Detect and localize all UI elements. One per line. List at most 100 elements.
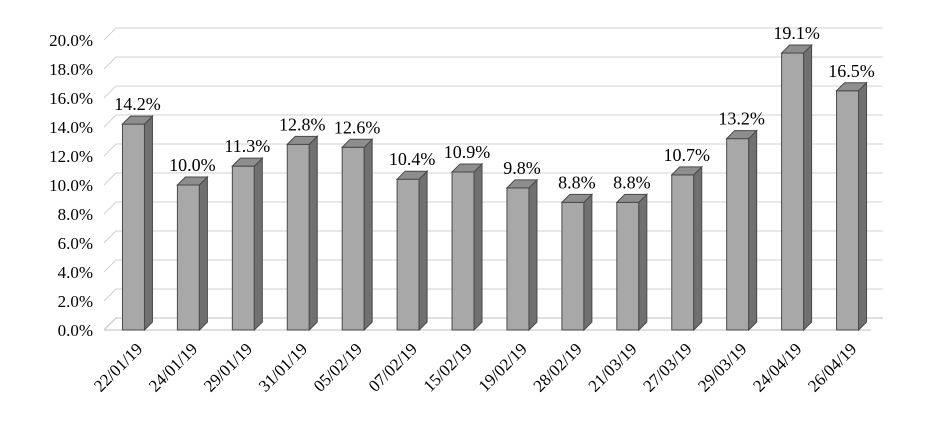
data-label: 11.3% — [224, 136, 270, 156]
grid-layer — [103, 27, 883, 331]
bar-front — [836, 90, 860, 331]
gridline — [103, 317, 883, 331]
x-axis-ticks: 22/01/1924/01/1929/01/1931/01/1905/02/19… — [90, 339, 860, 395]
bar-front — [726, 138, 750, 331]
bar-top — [340, 138, 374, 148]
y-tick-label: 6.0% — [58, 234, 93, 253]
bar-front — [506, 187, 530, 331]
bar — [286, 135, 319, 332]
x-tick-label: 22/01/19 — [90, 339, 146, 395]
y-tick-label: 12.0% — [49, 147, 93, 166]
x-tick-label: 26/04/19 — [804, 339, 860, 395]
bar-top — [121, 115, 154, 125]
gridline — [103, 230, 883, 244]
x-tick-label: 29/01/19 — [200, 339, 256, 395]
bar-side — [638, 193, 648, 332]
y-tick-label: 4.0% — [58, 263, 93, 282]
data-label: 14.2% — [114, 94, 161, 114]
bar-top — [286, 135, 319, 145]
bar-front — [561, 201, 585, 331]
bar-side — [198, 175, 208, 332]
bar-front — [286, 143, 310, 331]
data-label: 19.1% — [773, 23, 820, 43]
bar-side — [363, 138, 373, 332]
bar-front — [341, 146, 365, 331]
y-tick-label: 14.0% — [49, 118, 93, 137]
bar — [670, 165, 703, 332]
y-tick-label: 16.0% — [49, 89, 93, 108]
bar-front — [616, 201, 640, 331]
y-tick-label: 2.0% — [58, 292, 93, 311]
x-tick-label: 29/03/19 — [694, 339, 750, 395]
bar-side — [308, 135, 318, 332]
data-label: 9.8% — [503, 158, 541, 178]
x-tick-label: 27/03/19 — [639, 339, 695, 395]
bar-top — [395, 170, 429, 180]
bar-top — [176, 176, 209, 186]
data-label: 10.4% — [389, 149, 436, 169]
gridline — [103, 114, 883, 128]
data-label: 12.8% — [279, 114, 326, 134]
gridline — [103, 85, 883, 99]
bar-top — [560, 193, 594, 203]
bar-side — [803, 43, 813, 332]
y-tick-label: 0.0% — [58, 321, 93, 340]
data-label: 10.0% — [169, 155, 216, 175]
bar-side — [473, 162, 483, 332]
bar-front — [176, 184, 200, 331]
x-tick-label: 19/02/19 — [475, 339, 531, 395]
bar-top — [725, 130, 758, 140]
bar-top — [505, 179, 539, 189]
bar-top — [231, 157, 264, 167]
bar-front — [451, 171, 475, 331]
bar — [560, 193, 594, 332]
data-label: 10.9% — [444, 142, 491, 162]
x-tick-label: 05/02/19 — [310, 339, 366, 395]
gridline — [103, 288, 883, 302]
bar-top — [615, 193, 649, 203]
bar-front — [781, 52, 805, 331]
data-label: 10.7% — [664, 145, 711, 165]
bar-top — [670, 166, 703, 176]
bar-side — [748, 129, 758, 332]
bar — [231, 156, 264, 332]
y-tick-label: 8.0% — [58, 205, 93, 224]
data-labels: 14.2% 10.0% 11.3% 12.8% 12.6% 10.4% 10.9% 9.8% 8… — [114, 23, 875, 192]
x-tick-label: 15/02/19 — [420, 339, 476, 395]
bar — [450, 162, 484, 332]
bar-side — [418, 169, 428, 332]
x-tick-label: 31/01/19 — [255, 339, 311, 395]
bar-top — [835, 82, 868, 92]
y-tick-label: 18.0% — [49, 60, 93, 79]
bar-side — [693, 165, 703, 332]
bar-front — [231, 165, 255, 331]
gridline — [103, 143, 883, 157]
bar-top — [450, 163, 484, 173]
bar-side — [858, 81, 868, 332]
y-tick-label: 10.0% — [49, 176, 93, 195]
x-tick-label: 21/03/19 — [584, 339, 640, 395]
bar — [340, 138, 374, 332]
bar-side — [583, 193, 593, 332]
bar-side — [253, 156, 263, 332]
data-label: 8.8% — [558, 172, 596, 192]
data-label: 8.8% — [613, 172, 651, 192]
bar — [505, 178, 539, 332]
bar — [395, 169, 429, 332]
bar-front — [121, 123, 145, 331]
bar — [615, 193, 649, 332]
bar-front — [396, 178, 420, 331]
gridline — [103, 259, 883, 273]
bar — [121, 114, 154, 332]
y-tick-label: 20.0% — [49, 31, 93, 50]
x-tick-label: 24/01/19 — [145, 339, 201, 395]
bar — [835, 81, 868, 332]
bar-top — [780, 44, 813, 54]
bar — [780, 43, 813, 332]
bar — [176, 175, 209, 332]
gridline — [103, 172, 883, 186]
y-axis-ticks: 0.0% 2.0% 4.0% 6.0% 8.0% 10.0% 12.0% 14.0% 16.0%… — [49, 31, 93, 340]
bar-side — [143, 114, 153, 332]
